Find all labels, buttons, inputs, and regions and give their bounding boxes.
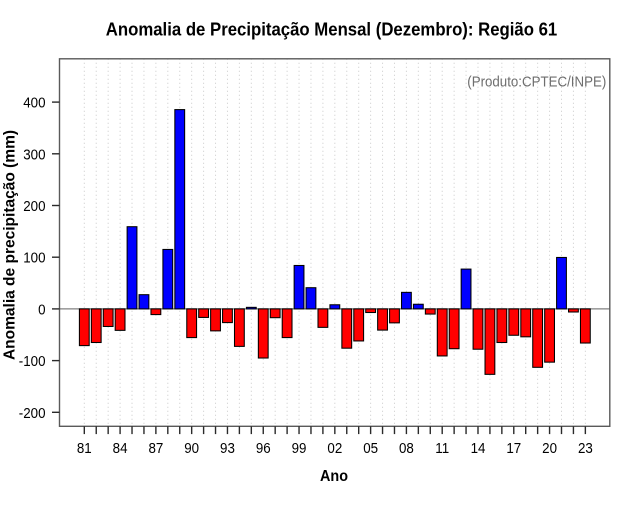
svg-text:Anomalia de Precipitação Mensa: Anomalia de Precipitação Mensal (Dezembr… xyxy=(106,19,558,40)
svg-text:08: 08 xyxy=(399,440,414,457)
svg-text:90: 90 xyxy=(184,440,199,457)
svg-text:96: 96 xyxy=(256,440,271,457)
svg-text:93: 93 xyxy=(220,440,235,457)
svg-text:84: 84 xyxy=(113,440,128,457)
svg-text:05: 05 xyxy=(363,440,378,457)
svg-text:11: 11 xyxy=(435,440,449,457)
svg-text:-200: -200 xyxy=(19,405,46,422)
svg-text:0: 0 xyxy=(38,302,46,319)
svg-text:Anomalia de precipitação (mm): Anomalia de precipitação (mm) xyxy=(1,130,18,360)
svg-text:99: 99 xyxy=(292,440,307,457)
svg-text:17: 17 xyxy=(506,440,521,457)
svg-text:20: 20 xyxy=(542,440,557,457)
svg-text:81: 81 xyxy=(77,440,92,457)
svg-text:(Produto:CPTEC/INPE): (Produto:CPTEC/INPE) xyxy=(467,74,606,91)
svg-text:300: 300 xyxy=(23,147,45,164)
svg-text:87: 87 xyxy=(148,440,163,457)
svg-text:200: 200 xyxy=(23,198,45,215)
svg-text:14: 14 xyxy=(471,440,486,457)
svg-text:02: 02 xyxy=(327,440,342,457)
svg-text:400: 400 xyxy=(23,95,45,112)
svg-text:23: 23 xyxy=(578,440,593,457)
svg-text:-100: -100 xyxy=(19,353,46,370)
svg-text:100: 100 xyxy=(23,250,45,267)
svg-text:Ano: Ano xyxy=(320,467,348,485)
